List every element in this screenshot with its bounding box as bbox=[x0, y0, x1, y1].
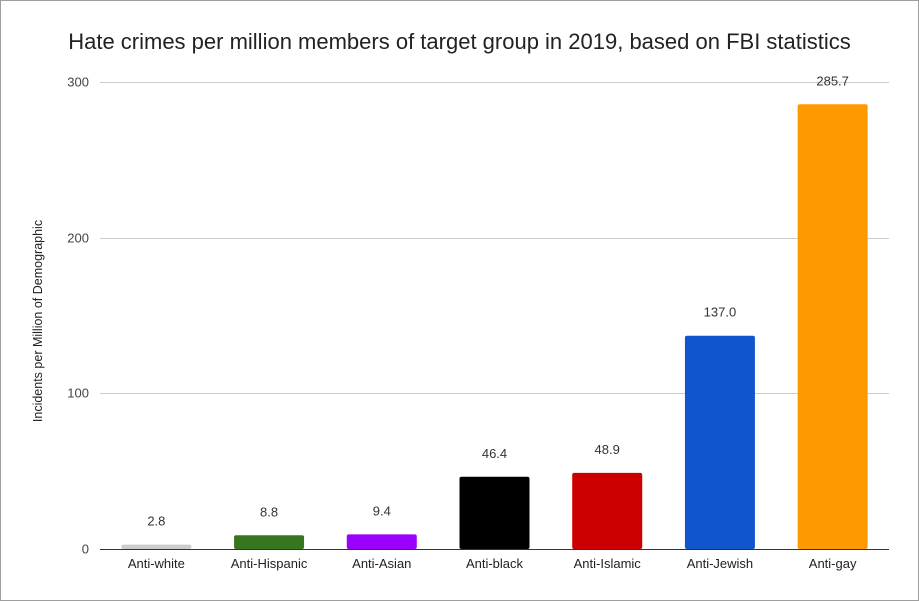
data-label: 46.4 bbox=[482, 446, 507, 461]
bar-anti-gay bbox=[797, 104, 868, 550]
bar-anti-hispanic bbox=[234, 535, 305, 549]
x-tick-label: Anti-Asian bbox=[352, 556, 411, 571]
y-tick-label: 100 bbox=[67, 386, 89, 401]
x-tick-label: Anti-Islamic bbox=[574, 556, 642, 571]
bar-anti-jewish bbox=[684, 335, 755, 549]
data-label: 9.4 bbox=[373, 503, 391, 518]
x-tick-label: Anti-Hispanic bbox=[231, 556, 308, 571]
data-label: 285.7 bbox=[816, 73, 849, 88]
data-label: 8.8 bbox=[260, 504, 278, 519]
y-tick-label: 300 bbox=[67, 75, 89, 90]
bar-anti-white bbox=[121, 544, 192, 549]
chart-title: Hate crimes per million members of targe… bbox=[68, 29, 851, 54]
x-tick-label: Anti-black bbox=[466, 556, 524, 571]
bars bbox=[121, 104, 868, 550]
x-tick-label: Anti-white bbox=[128, 556, 185, 571]
y-tick-label: 0 bbox=[82, 542, 89, 557]
data-label: 137.0 bbox=[704, 305, 737, 320]
y-tick-label: 200 bbox=[67, 231, 89, 246]
bar-anti-islamic bbox=[572, 472, 643, 549]
bar-anti-asian bbox=[346, 534, 417, 549]
data-label: 2.8 bbox=[147, 514, 165, 529]
bar-anti-black bbox=[459, 476, 530, 549]
labels: 0 100 200 300 2.8 Anti-white 8.8 Anti-Hispanic 9… bbox=[67, 73, 857, 571]
data-label: 48.9 bbox=[595, 442, 620, 457]
x-tick-label: Anti-gay bbox=[809, 556, 857, 571]
x-tick-label: Anti-Jewish bbox=[687, 556, 753, 571]
gridlines bbox=[100, 82, 889, 550]
y-axis-title: Incidents per Million of Demographic bbox=[31, 220, 45, 422]
